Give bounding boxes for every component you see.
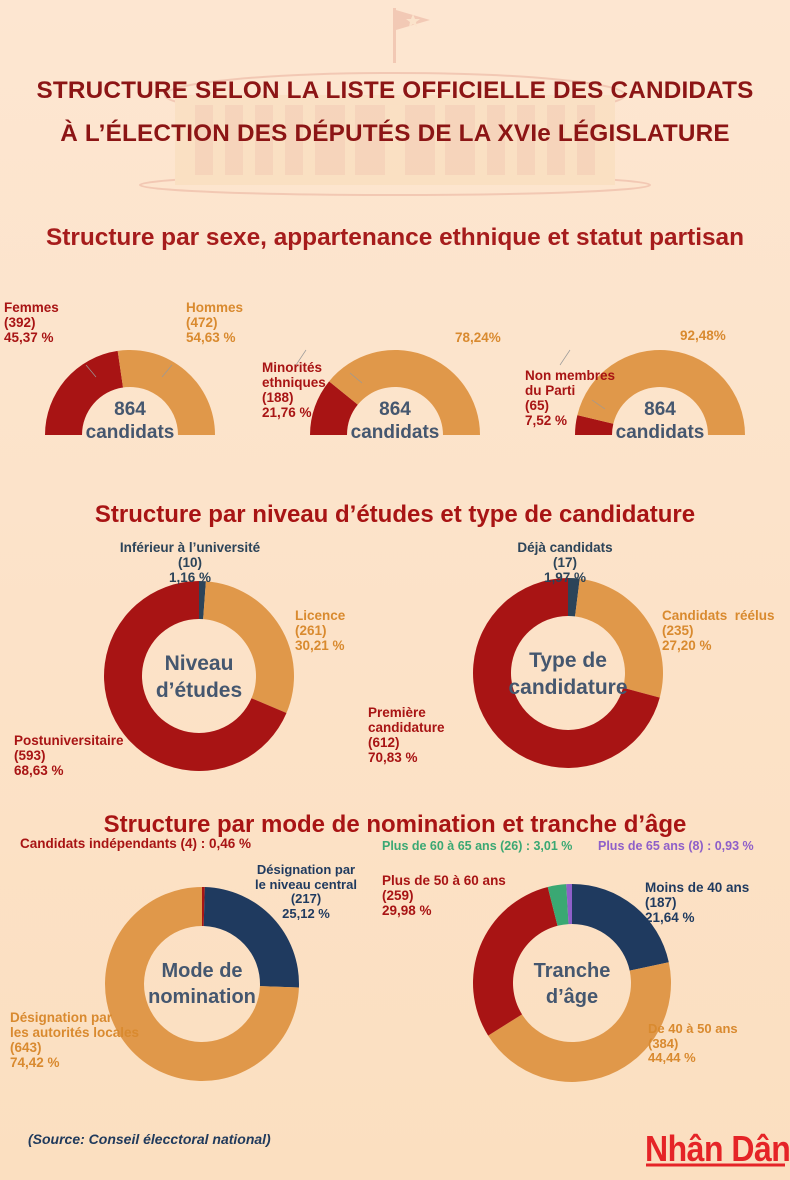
svg-text:nomination: nomination [148, 986, 256, 1008]
svg-text:Mode de: Mode de [161, 960, 242, 982]
svg-text:Tranche: Tranche [534, 960, 611, 982]
svg-text:Nhân Dân: Nhân Dân [645, 1129, 790, 1169]
svg-text:d’âge: d’âge [546, 986, 598, 1008]
